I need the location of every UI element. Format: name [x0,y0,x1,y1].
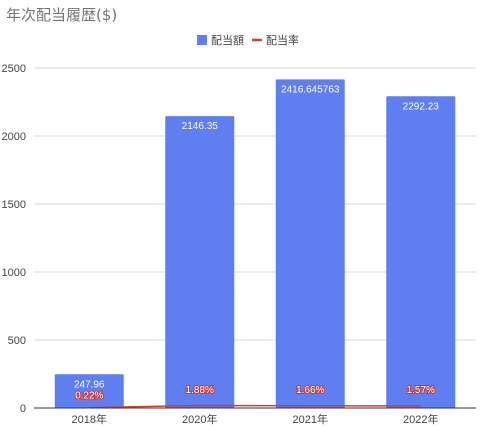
axes: 0 500 1000 1500 2000 2500 2018年 2020年 2021年 2022年 [2,63,476,426]
x-tick-label: 2021年 [293,412,328,426]
x-tick-label: 2022年 [403,412,438,426]
y-tick-label: 1500 [2,199,26,211]
legend-label: 配当率 [266,33,299,47]
rate-value-label: 1.88% [186,385,214,396]
bar [386,96,456,409]
rate-line [89,404,421,409]
bar [54,374,124,408]
rate-value-label: 1.57% [407,385,435,396]
x-tick-label: 2018年 [72,412,107,426]
bar-value-label: 247.96 [74,379,105,390]
bar-value-label: 2416.645763 [281,84,340,95]
legend-swatch-bar [197,35,207,45]
y-tick-label: 2000 [2,131,26,143]
legend: 配当額 配当率 [197,33,299,47]
y-tick-label: 0 [20,403,26,415]
rate-value-label: 1.66% [296,385,324,396]
bar-value-label: 2146.35 [182,121,219,132]
y-tick-label: 2500 [2,63,26,75]
legend-label: 配当額 [211,33,244,47]
bar-value-label: 2292.23 [403,101,440,112]
bar [275,79,345,408]
bar-series [54,79,456,409]
y-tick-label: 1000 [2,267,26,279]
x-tick-label: 2020年 [182,412,217,426]
rate-line-series [89,404,421,409]
y-tick-label: 500 [8,335,26,347]
chart-title: 年次配当履歴($) [6,6,118,24]
bar [165,116,235,408]
rate-value-label: 0.22% [75,390,103,401]
data-labels: 247.96 2146.35 2416.645763 2292.23 0.22% 1.88… [74,84,440,402]
